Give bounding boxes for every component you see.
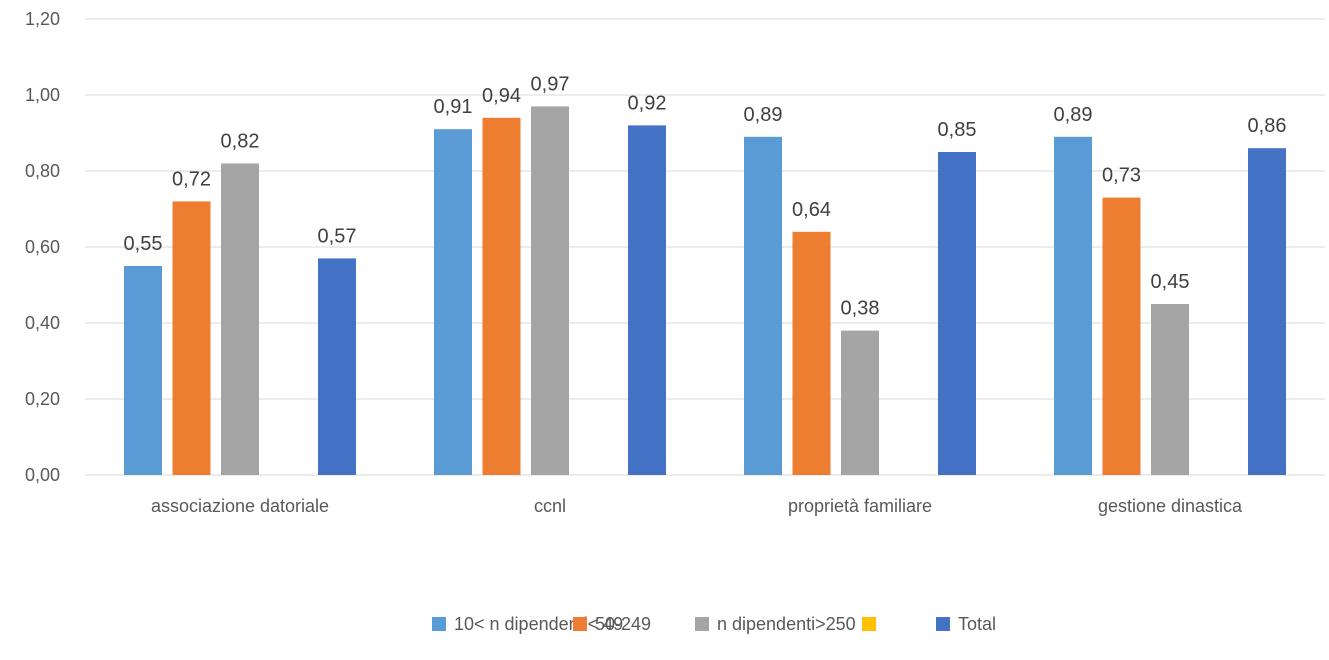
y-tick-label: 0,60 <box>25 237 60 257</box>
bar <box>221 163 259 475</box>
data-label: 0,72 <box>172 168 211 190</box>
bar <box>318 258 356 475</box>
bar <box>172 201 211 475</box>
data-labels: 0,55 0,72 0,82 0,57 0,91 0,94 0,97 0,92 0,89 0,64… <box>124 73 1287 319</box>
bar <box>792 231 831 475</box>
legend-swatch <box>862 617 876 631</box>
data-label: 0,45 <box>1151 271 1190 293</box>
bars <box>124 106 1286 476</box>
bar <box>1054 136 1092 476</box>
category-label: associazione datoriale <box>151 496 329 516</box>
data-label: 0,38 <box>841 298 880 320</box>
bar <box>938 152 976 475</box>
category-label: gestione dinastica <box>1098 496 1243 516</box>
data-label: 0,89 <box>744 104 783 126</box>
legend-swatch <box>432 617 446 631</box>
bar <box>124 266 162 475</box>
legend-label: 50-249 <box>595 614 651 634</box>
data-label: 0,91 <box>434 96 473 118</box>
bar <box>434 129 472 475</box>
data-label: 0,92 <box>628 92 667 114</box>
category-label: ccnl <box>534 496 566 516</box>
legend-swatch <box>573 617 587 631</box>
y-tick-label: 0,00 <box>25 465 60 485</box>
bar <box>1102 197 1141 475</box>
y-tick-label: 1,20 <box>25 9 60 29</box>
bar <box>841 330 879 475</box>
y-tick-label: 0,80 <box>25 161 60 181</box>
data-label: 0,55 <box>124 233 163 255</box>
legend-swatch <box>695 617 709 631</box>
data-label: 0,73 <box>1102 165 1141 187</box>
data-label: 0,89 <box>1054 104 1093 126</box>
y-tick-label: 1,00 <box>25 85 60 105</box>
bar <box>1248 148 1286 475</box>
data-label: 0,64 <box>792 199 831 221</box>
data-label: 0,94 <box>482 85 521 107</box>
bar <box>482 117 521 476</box>
bar <box>628 125 666 476</box>
bar <box>531 106 569 476</box>
data-label: 0,82 <box>221 130 260 152</box>
data-label: 0,85 <box>938 119 977 141</box>
legend-label: Total <box>958 614 996 634</box>
bar <box>744 136 782 476</box>
gridlines <box>85 18 1325 476</box>
y-tick-label: 0,40 <box>25 313 60 333</box>
y-axis-tick-labels: 0,00 0,20 0,40 0,60 0,80 1,00 1,20 <box>25 9 60 485</box>
data-label: 0,57 <box>318 225 357 247</box>
x-axis-category-labels: associazione datoriale ccnl proprietà fami… <box>151 496 1243 516</box>
y-tick-label: 0,20 <box>25 389 60 409</box>
bar <box>1151 304 1189 475</box>
legend-label: n dipendenti>250 <box>717 614 856 634</box>
category-label: proprietà familiare <box>788 496 932 516</box>
legend-swatch <box>936 617 950 631</box>
data-label: 0,86 <box>1248 115 1287 137</box>
data-label: 0,97 <box>531 73 570 95</box>
